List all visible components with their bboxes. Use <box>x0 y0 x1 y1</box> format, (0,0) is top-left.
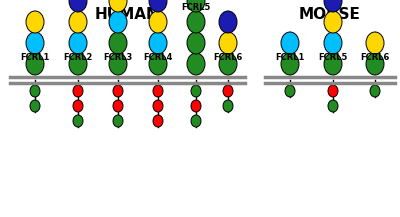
Ellipse shape <box>328 85 338 97</box>
Ellipse shape <box>109 32 127 54</box>
Ellipse shape <box>149 32 167 54</box>
Text: MOUSE: MOUSE <box>299 7 361 22</box>
Ellipse shape <box>73 100 83 112</box>
Ellipse shape <box>153 100 163 112</box>
Ellipse shape <box>149 11 167 33</box>
Ellipse shape <box>219 53 237 75</box>
Ellipse shape <box>149 53 167 75</box>
Ellipse shape <box>223 85 233 97</box>
Ellipse shape <box>219 32 237 54</box>
Ellipse shape <box>73 85 83 97</box>
Text: FCRL5: FCRL5 <box>181 3 211 12</box>
Text: FCRL3: FCRL3 <box>103 53 133 62</box>
Ellipse shape <box>26 11 44 33</box>
Ellipse shape <box>219 11 237 33</box>
Ellipse shape <box>324 53 342 75</box>
Ellipse shape <box>153 85 163 97</box>
Ellipse shape <box>187 53 205 75</box>
Ellipse shape <box>113 85 123 97</box>
Ellipse shape <box>366 53 384 75</box>
Ellipse shape <box>191 100 201 112</box>
Text: FCRL6: FCRL6 <box>213 53 243 62</box>
Ellipse shape <box>30 100 40 112</box>
Ellipse shape <box>69 0 87 12</box>
Text: FCRL4: FCRL4 <box>143 53 173 62</box>
Ellipse shape <box>113 115 123 127</box>
Ellipse shape <box>223 100 233 112</box>
Ellipse shape <box>324 32 342 54</box>
Ellipse shape <box>324 11 342 33</box>
Ellipse shape <box>149 0 167 12</box>
Ellipse shape <box>109 0 127 12</box>
Text: FCRL1: FCRL1 <box>20 53 50 62</box>
Ellipse shape <box>153 115 163 127</box>
Ellipse shape <box>26 53 44 75</box>
Ellipse shape <box>69 32 87 54</box>
Ellipse shape <box>109 53 127 75</box>
Ellipse shape <box>187 0 205 12</box>
Ellipse shape <box>69 53 87 75</box>
Ellipse shape <box>281 53 299 75</box>
Text: HUMAN: HUMAN <box>95 7 159 22</box>
Ellipse shape <box>370 85 380 97</box>
Ellipse shape <box>328 100 338 112</box>
Ellipse shape <box>109 11 127 33</box>
Ellipse shape <box>324 0 342 12</box>
Ellipse shape <box>26 32 44 54</box>
Ellipse shape <box>113 100 123 112</box>
Ellipse shape <box>73 115 83 127</box>
Text: FCRL6: FCRL6 <box>360 53 390 62</box>
Text: FCRL5: FCRL5 <box>318 53 348 62</box>
Ellipse shape <box>187 11 205 33</box>
Text: FCRL1: FCRL1 <box>275 53 305 62</box>
Ellipse shape <box>69 11 87 33</box>
Ellipse shape <box>191 115 201 127</box>
Ellipse shape <box>30 85 40 97</box>
Ellipse shape <box>366 32 384 54</box>
Ellipse shape <box>285 85 295 97</box>
Ellipse shape <box>191 85 201 97</box>
Ellipse shape <box>187 32 205 54</box>
Ellipse shape <box>281 32 299 54</box>
Text: FCRL2: FCRL2 <box>63 53 93 62</box>
